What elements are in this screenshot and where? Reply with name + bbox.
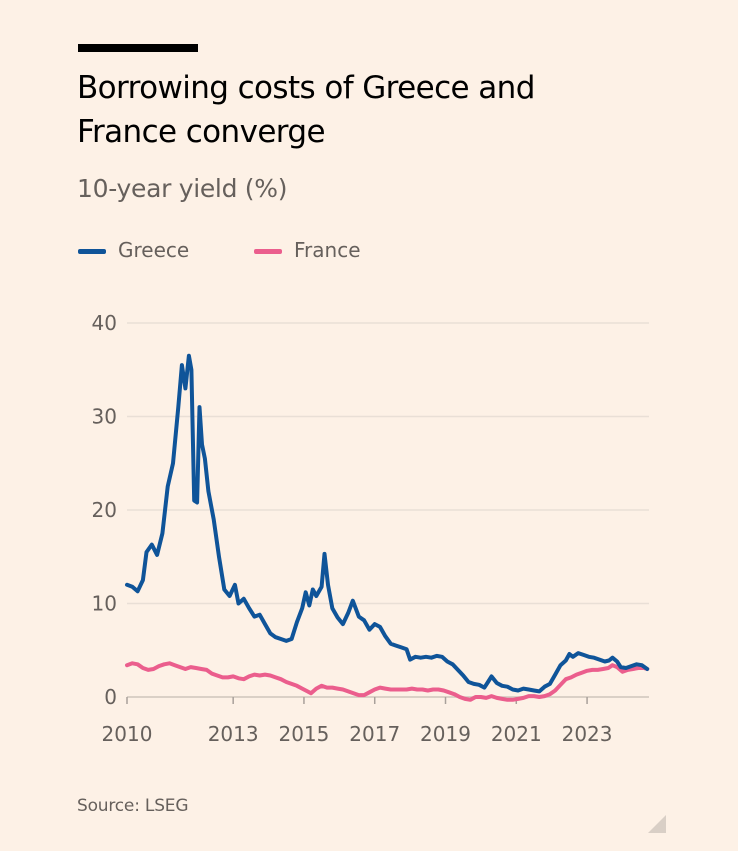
series-line-france xyxy=(125,661,650,702)
y-tick-label-20: 20 xyxy=(92,498,117,522)
gridlines xyxy=(127,322,649,698)
legend-item-france: France xyxy=(254,238,361,262)
y-tick-label-10: 10 xyxy=(92,592,117,616)
y-axis-ticks: 0 10 20 30 40 xyxy=(92,311,117,709)
series-line-greece xyxy=(125,353,650,694)
legend-swatch-greece xyxy=(78,249,106,254)
legend-label-greece: Greece xyxy=(118,238,190,262)
x-axis-ticks: 2010 2013 2015 2017 2019 2021 2023 xyxy=(102,697,613,746)
source-note: Source: LSEG xyxy=(77,796,189,816)
chart-title: Borrowing costs of Greece and France con… xyxy=(77,70,535,150)
y-tick-label-30: 30 xyxy=(92,405,117,429)
x-tick-label-2013: 2013 xyxy=(208,722,259,746)
chart-subtitle: 10-year yield (%) xyxy=(77,174,288,203)
resize-corner xyxy=(648,815,666,833)
series-lines xyxy=(125,353,650,702)
x-tick-label-2015: 2015 xyxy=(278,722,329,746)
legend-item-greece: Greece xyxy=(78,238,189,262)
x-tick-label-2021: 2021 xyxy=(491,722,542,746)
x-tick-label-2023: 2023 xyxy=(562,722,613,746)
legend-swatch-france xyxy=(254,249,282,254)
title-rule xyxy=(78,44,198,52)
x-tick-label-2017: 2017 xyxy=(349,722,400,746)
x-tick-label-2019: 2019 xyxy=(420,722,471,746)
y-tick-label-0: 0 xyxy=(104,685,117,709)
x-tick-label-2010: 2010 xyxy=(102,722,153,746)
legend-label-france: France xyxy=(294,238,361,262)
y-tick-label-40: 40 xyxy=(92,311,117,335)
